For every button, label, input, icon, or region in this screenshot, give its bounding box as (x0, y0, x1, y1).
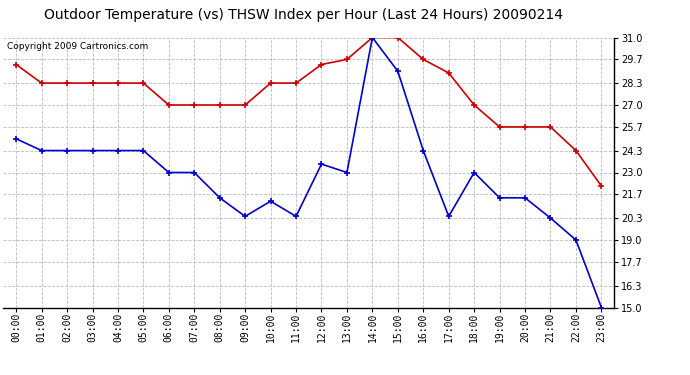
Text: Copyright 2009 Cartronics.com: Copyright 2009 Cartronics.com (6, 42, 148, 51)
Text: Outdoor Temperature (vs) THSW Index per Hour (Last 24 Hours) 20090214: Outdoor Temperature (vs) THSW Index per … (44, 8, 563, 21)
